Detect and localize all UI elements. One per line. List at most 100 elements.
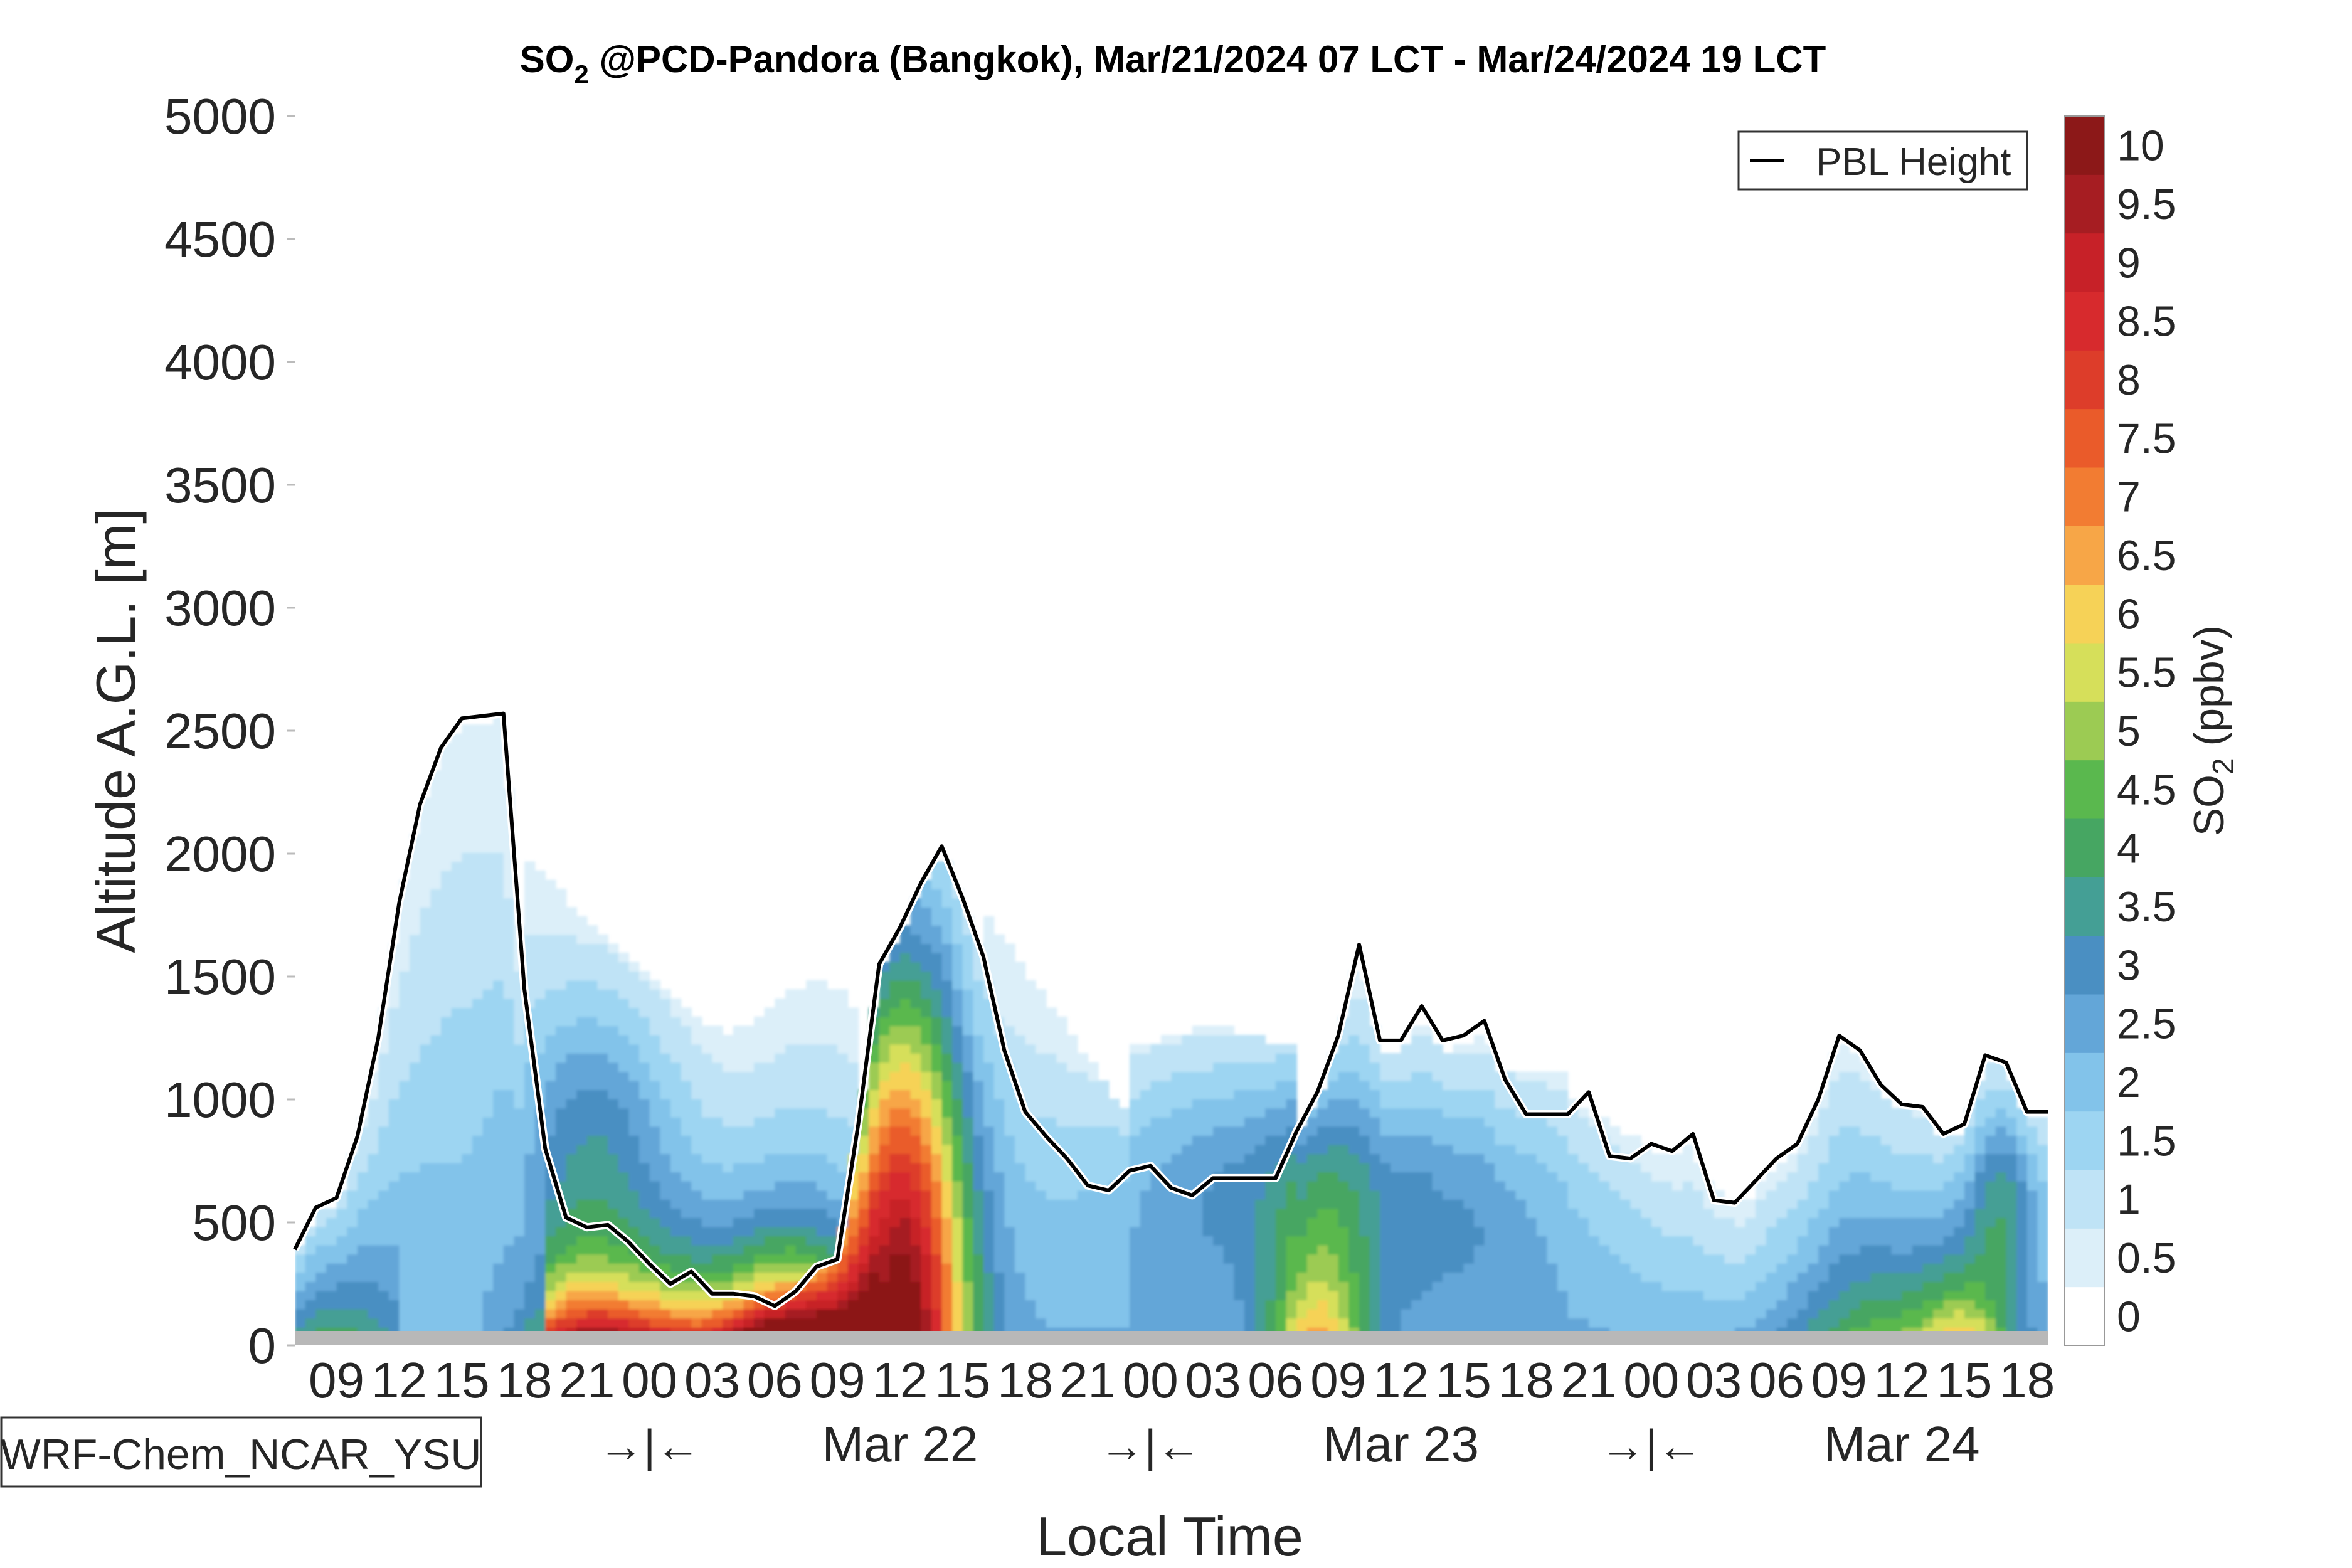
so2-cell	[858, 1300, 869, 1310]
so2-cell	[649, 1153, 661, 1163]
so2-cell	[1046, 1162, 1057, 1173]
so2-cell	[1338, 1236, 1350, 1246]
so2-cell	[399, 1153, 410, 1163]
so2-cell	[555, 1089, 567, 1099]
so2-cell	[931, 1199, 943, 1209]
so2-cell	[1254, 1263, 1266, 1273]
so2-cell	[1036, 998, 1047, 1009]
so2-cell	[410, 1144, 421, 1155]
so2-cell	[681, 1254, 692, 1264]
so2-cell	[597, 934, 608, 945]
so2-cell	[847, 1062, 859, 1072]
so2-cell	[378, 1117, 389, 1127]
so2-cell	[1192, 1226, 1204, 1237]
so2-cell	[514, 1236, 525, 1246]
so2-cell	[503, 1135, 515, 1145]
so2-cell	[472, 1098, 484, 1109]
so2-cell	[983, 1080, 995, 1091]
so2-cell	[1484, 1080, 1496, 1091]
so2-cell	[462, 770, 473, 780]
so2-cell	[1359, 1190, 1370, 1200]
so2-cell	[1369, 1117, 1381, 1127]
so2-cell	[410, 1180, 421, 1191]
so2-cell	[1150, 1199, 1162, 1209]
so2-cell	[701, 1263, 713, 1273]
so2-cell	[1651, 1180, 1663, 1191]
so2-cell	[1014, 1016, 1026, 1027]
so2-cell	[430, 779, 442, 789]
so2-cell	[775, 1199, 786, 1209]
so2-cell	[462, 1153, 473, 1163]
so2-cell	[931, 1300, 943, 1310]
so2-cell	[764, 1208, 776, 1218]
so2-cell	[1182, 1244, 1193, 1255]
so2-cell	[785, 1135, 797, 1145]
so2-cell	[1140, 1153, 1152, 1163]
so2-cell	[628, 1016, 640, 1027]
so2-cell	[482, 889, 494, 899]
so2-cell	[1254, 1281, 1266, 1291]
so2-cell	[941, 1126, 953, 1136]
so2-cell	[701, 1308, 713, 1319]
so2-cell	[388, 1172, 400, 1182]
so2-cell	[1004, 1135, 1015, 1145]
so2-cell	[743, 1053, 755, 1063]
so2-cell	[1025, 998, 1037, 1009]
so2-cell	[1286, 1263, 1297, 1273]
so2-cell	[1536, 1254, 1548, 1264]
so2-cell	[1014, 1236, 1026, 1246]
so2-cell	[1515, 1190, 1527, 1200]
so2-cell	[524, 1089, 536, 1099]
so2-cell	[1536, 1080, 1548, 1091]
so2-cell	[410, 907, 421, 917]
so2-cell	[1077, 1153, 1089, 1163]
so2-cell	[440, 916, 452, 926]
so2-cell	[576, 1208, 588, 1218]
so2-cell	[534, 1199, 546, 1209]
so2-cell	[754, 1135, 765, 1145]
so2-cell	[1578, 1226, 1589, 1237]
so2-cell	[1244, 1071, 1256, 1081]
so2-cell	[1557, 1071, 1569, 1081]
so2-cell	[1244, 1226, 1256, 1237]
so2-cell	[1067, 1199, 1078, 1209]
so2-cell	[1411, 1236, 1422, 1246]
so2-cell	[712, 1117, 723, 1127]
so2-cell	[586, 1190, 598, 1200]
so2-cell	[858, 1135, 869, 1145]
so2-cell	[1390, 1236, 1402, 1246]
so2-cell	[534, 1007, 546, 1017]
so2-cell	[462, 1272, 473, 1282]
so2-cell	[493, 879, 504, 889]
so2-cell	[910, 1254, 922, 1264]
so2-cell	[879, 1172, 891, 1182]
so2-cell	[858, 1217, 869, 1227]
so2-cell	[420, 1190, 432, 1200]
so2-cell	[733, 1300, 744, 1310]
so2-cell	[847, 1318, 859, 1328]
so2-cell	[420, 1117, 432, 1127]
so2-cell	[493, 1217, 504, 1227]
so2-cell	[524, 1254, 536, 1264]
so2-cell	[534, 1162, 546, 1173]
so2-cell	[1515, 1318, 1527, 1328]
so2-cell	[440, 852, 452, 862]
so2-cell	[462, 743, 473, 753]
so2-cell	[1359, 1226, 1370, 1237]
so2-cell	[952, 980, 963, 990]
so2-cell	[1306, 1300, 1318, 1310]
so2-cell	[586, 1208, 598, 1218]
so2-cell	[1421, 1135, 1433, 1145]
so2-cell	[1682, 1254, 1694, 1264]
so2-cell	[472, 1217, 484, 1227]
so2-cell	[534, 898, 546, 908]
so2-cell	[430, 879, 442, 889]
so2-cell	[597, 1162, 608, 1173]
so2-cell	[681, 1236, 692, 1246]
so2-cell	[1369, 1172, 1381, 1182]
so2-cell	[1213, 1153, 1224, 1163]
so2-cell	[1192, 1098, 1204, 1109]
so2-cell	[378, 1236, 389, 1246]
so2-cell	[1588, 1290, 1600, 1300]
so2-cell	[1036, 1263, 1047, 1273]
